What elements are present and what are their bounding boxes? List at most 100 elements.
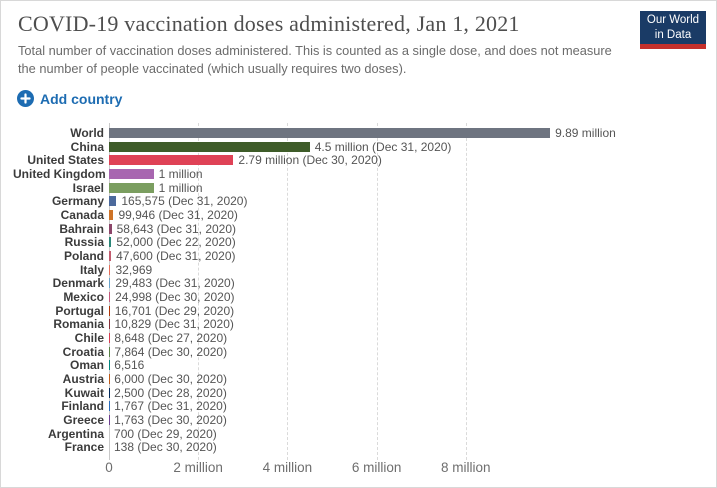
chart-row[interactable]: Finland 1,767 (Dec 31, 2020) (13, 399, 710, 413)
entity-label: Italy (79, 262, 104, 277)
bar[interactable] (109, 155, 234, 166)
chart-row[interactable]: Oman 6,516 (13, 358, 710, 372)
chart-row[interactable]: Croatia 7,864 (Dec 30, 2020) (13, 345, 710, 359)
bar-track: 16,701 (Dec 29, 2020) (109, 304, 710, 318)
entity-label: Russia (64, 235, 104, 250)
bar[interactable] (109, 250, 112, 261)
chart-row[interactable]: United States 2.79 million (Dec 30, 2020) (13, 153, 710, 167)
add-country-button[interactable]: Add country (17, 90, 122, 107)
bar-track: 6,000 (Dec 30, 2020) (109, 372, 710, 386)
bar[interactable] (109, 168, 154, 179)
bar[interactable] (109, 237, 112, 248)
bar[interactable] (109, 305, 110, 316)
entity-label: Denmark (52, 276, 104, 291)
chart-row[interactable]: Chile 8,648 (Dec 27, 2020) (13, 331, 710, 345)
bar-track: 2.79 million (Dec 30, 2020) (109, 153, 710, 167)
x-axis-tick-label: 0 (105, 460, 113, 475)
bar-track: 47,600 (Dec 31, 2020) (109, 249, 710, 263)
bar-track: 52,000 (Dec 22, 2020) (109, 235, 710, 249)
owid-logo[interactable]: Our World in Data (640, 11, 706, 49)
gridline (198, 123, 200, 460)
entity-label: Portugal (55, 303, 104, 318)
entity-label: Chile (74, 330, 104, 345)
entity-label: China (70, 139, 104, 154)
chart-rows: World 9.89 million China 4.5 million (Dec 3… (13, 126, 710, 454)
value-label: 6,000 (Dec 30, 2020) (114, 371, 228, 386)
bar-track: 24,998 (Dec 30, 2020) (109, 290, 710, 304)
entity-label: Oman (69, 358, 104, 373)
chart-row[interactable]: Greece 1,763 (Dec 30, 2020) (13, 413, 710, 427)
bar[interactable] (109, 127, 551, 138)
chart-row[interactable]: Canada 99,946 (Dec 31, 2020) (13, 208, 710, 222)
entity-label: Israel (72, 180, 104, 195)
chart-row[interactable]: China 4.5 million (Dec 31, 2020) (13, 140, 710, 154)
entity-label: Germany (51, 194, 104, 209)
value-label: 6,516 (114, 358, 145, 373)
chart-row[interactable]: Poland 47,600 (Dec 31, 2020) (13, 249, 710, 263)
chart-row[interactable]: France 138 (Dec 30, 2020) (13, 440, 710, 454)
entity-label: Greece (63, 412, 104, 427)
bar[interactable] (109, 291, 111, 302)
entity-label: Poland (63, 248, 104, 263)
value-label: 9.89 million (555, 125, 616, 140)
value-label: 700 (Dec 29, 2020) (114, 426, 217, 441)
entity-label: World (70, 125, 104, 140)
chart-subtitle-line1: Total number of vaccination doses admini… (18, 43, 612, 58)
chart-row[interactable]: Denmark 29,483 (Dec 31, 2020) (13, 276, 710, 290)
value-label: 1 million (158, 166, 203, 181)
chart-row[interactable]: United Kingdom 1 million (13, 167, 710, 181)
entity-label: Croatia (62, 344, 104, 359)
value-label: 165,575 (Dec 31, 2020) (121, 194, 248, 209)
page-title: COVID-19 vaccination doses administered,… (18, 11, 520, 36)
value-label: 10,829 (Dec 31, 2020) (114, 317, 234, 332)
chart-row[interactable]: Austria 6,000 (Dec 30, 2020) (13, 372, 710, 386)
chart-subtitle: Total number of vaccination doses admini… (18, 42, 612, 77)
chart-row[interactable]: Italy 32,969 (13, 263, 710, 277)
value-label: 8,648 (Dec 27, 2020) (114, 330, 228, 345)
chart-row[interactable]: Kuwait 2,500 (Dec 28, 2020) (13, 386, 710, 400)
chart-row[interactable]: Romania 10,829 (Dec 31, 2020) (13, 317, 710, 331)
chart-row[interactable]: Mexico 24,998 (Dec 30, 2020) (13, 290, 710, 304)
bar-track: 10,829 (Dec 31, 2020) (109, 317, 710, 331)
y-axis-line (109, 123, 110, 460)
bar[interactable] (109, 209, 114, 220)
gridline (287, 123, 289, 460)
chart-row[interactable]: Bahrain 58,643 (Dec 31, 2020) (13, 222, 710, 236)
entity-label: Canada (60, 207, 104, 222)
bar[interactable] (109, 264, 111, 275)
chart-row[interactable]: World 9.89 million (13, 126, 710, 140)
value-label: 58,643 (Dec 31, 2020) (116, 221, 237, 236)
value-label: 1,763 (Dec 30, 2020) (114, 412, 227, 427)
chart-row[interactable]: Russia 52,000 (Dec 22, 2020) (13, 235, 710, 249)
bar-track: 4.5 million (Dec 31, 2020) (109, 140, 710, 154)
owid-logo-line1: Our World (646, 14, 700, 27)
bar[interactable] (109, 196, 117, 207)
bar[interactable] (109, 278, 111, 289)
entity-label: Mexico (63, 289, 104, 304)
entity-label: Bahrain (59, 221, 104, 236)
bar-track: 138 (Dec 30, 2020) (109, 440, 710, 454)
x-axis-tick-label: 8 million (441, 460, 491, 475)
owid-logo-line2: in Data (654, 28, 692, 41)
bar-track: 58,643 (Dec 31, 2020) (109, 222, 710, 236)
entity-label: United Kingdom (13, 166, 106, 181)
value-label: 1 million (158, 180, 203, 195)
bar-track: 1,767 (Dec 31, 2020) (109, 399, 710, 413)
entity-label: Kuwait (64, 385, 104, 400)
bar[interactable] (109, 141, 310, 152)
chart-row[interactable]: Argentina 700 (Dec 29, 2020) (13, 427, 710, 441)
bar[interactable] (109, 182, 154, 193)
value-label: 7,864 (Dec 30, 2020) (114, 344, 228, 359)
bar[interactable] (109, 223, 112, 234)
value-label: 32,969 (115, 262, 153, 277)
chart-row[interactable]: Portugal 16,701 (Dec 29, 2020) (13, 304, 710, 318)
chart-row[interactable]: Germany 165,575 (Dec 31, 2020) (13, 194, 710, 208)
chart-row[interactable]: Israel 1 million (13, 181, 710, 195)
value-label: 2,500 (Dec 28, 2020) (114, 385, 227, 400)
chart-subtitle-line2: the number of people vaccinated (which u… (18, 60, 407, 76)
entity-label: United States (27, 153, 104, 168)
add-country-label: Add country (40, 90, 123, 107)
bar-track: 6,516 (109, 358, 710, 372)
value-label: 29,483 (Dec 31, 2020) (115, 276, 235, 291)
